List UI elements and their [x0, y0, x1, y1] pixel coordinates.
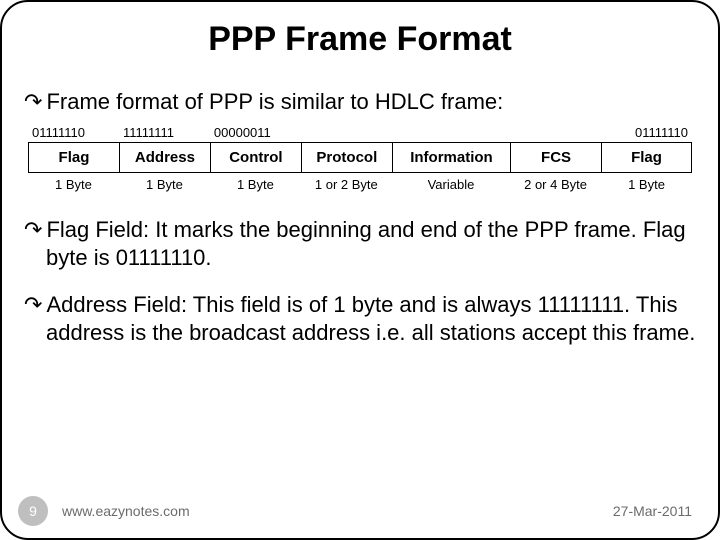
bits-flag-left: 01111110 [28, 125, 119, 142]
bits-empty-3 [510, 125, 601, 142]
field-flag-right: Flag [601, 142, 692, 173]
frame-bits-row: 01111110 11111111 00000011 01111110 [28, 125, 692, 142]
address-label: Address Field: [46, 292, 187, 317]
frame-fields-row: Flag Address Control Protocol Informatio… [28, 142, 692, 173]
size-flag-right: 1 Byte [601, 173, 692, 192]
flag-label: Flag Field: [46, 217, 149, 242]
bullet-icon: ↷ [24, 292, 42, 317]
bullet-icon: ↷ [24, 217, 42, 242]
flag-paragraph: ↷Flag Field: It marks the beginning and … [24, 216, 696, 271]
size-control: 1 Byte [210, 173, 301, 192]
address-paragraph: ↷Address Field: This field is of 1 byte … [24, 291, 696, 346]
size-protocol: 1 or 2 Byte [301, 173, 392, 192]
field-flag-left: Flag [28, 142, 119, 173]
field-fcs: FCS [510, 142, 601, 173]
bits-address: 11111111 [119, 125, 210, 142]
field-information: Information [392, 142, 510, 173]
field-control: Control [210, 142, 301, 173]
intro-line: ↷ Frame format of PPP is similar to HDLC… [24, 89, 696, 115]
page-title: PPP Frame Format [24, 20, 696, 59]
field-address: Address [119, 142, 210, 173]
size-flag-left: 1 Byte [28, 173, 119, 192]
frame-sizes-row: 1 Byte 1 Byte 1 Byte 1 or 2 Byte Variabl… [28, 173, 692, 192]
footer-site: www.eazynotes.com [62, 503, 190, 519]
bits-control: 00000011 [210, 125, 301, 142]
size-information: Variable [392, 173, 510, 192]
frame-diagram: 01111110 11111111 00000011 01111110 Flag… [28, 125, 692, 192]
page-number-badge: 9 [18, 496, 48, 526]
intro-text: Frame format of PPP is similar to HDLC f… [46, 89, 503, 115]
size-address: 1 Byte [119, 173, 210, 192]
footer: 9 www.eazynotes.com 27-Mar-2011 [2, 496, 718, 526]
bits-empty-2 [392, 125, 510, 142]
field-protocol: Protocol [301, 142, 392, 173]
bullet-icon: ↷ [24, 91, 42, 113]
bits-empty-1 [301, 125, 392, 142]
slide: PPP Frame Format ↷ Frame format of PPP i… [0, 0, 720, 540]
size-fcs: 2 or 4 Byte [510, 173, 601, 192]
bits-flag-right: 01111110 [601, 125, 692, 142]
footer-date: 27-Mar-2011 [613, 503, 692, 519]
